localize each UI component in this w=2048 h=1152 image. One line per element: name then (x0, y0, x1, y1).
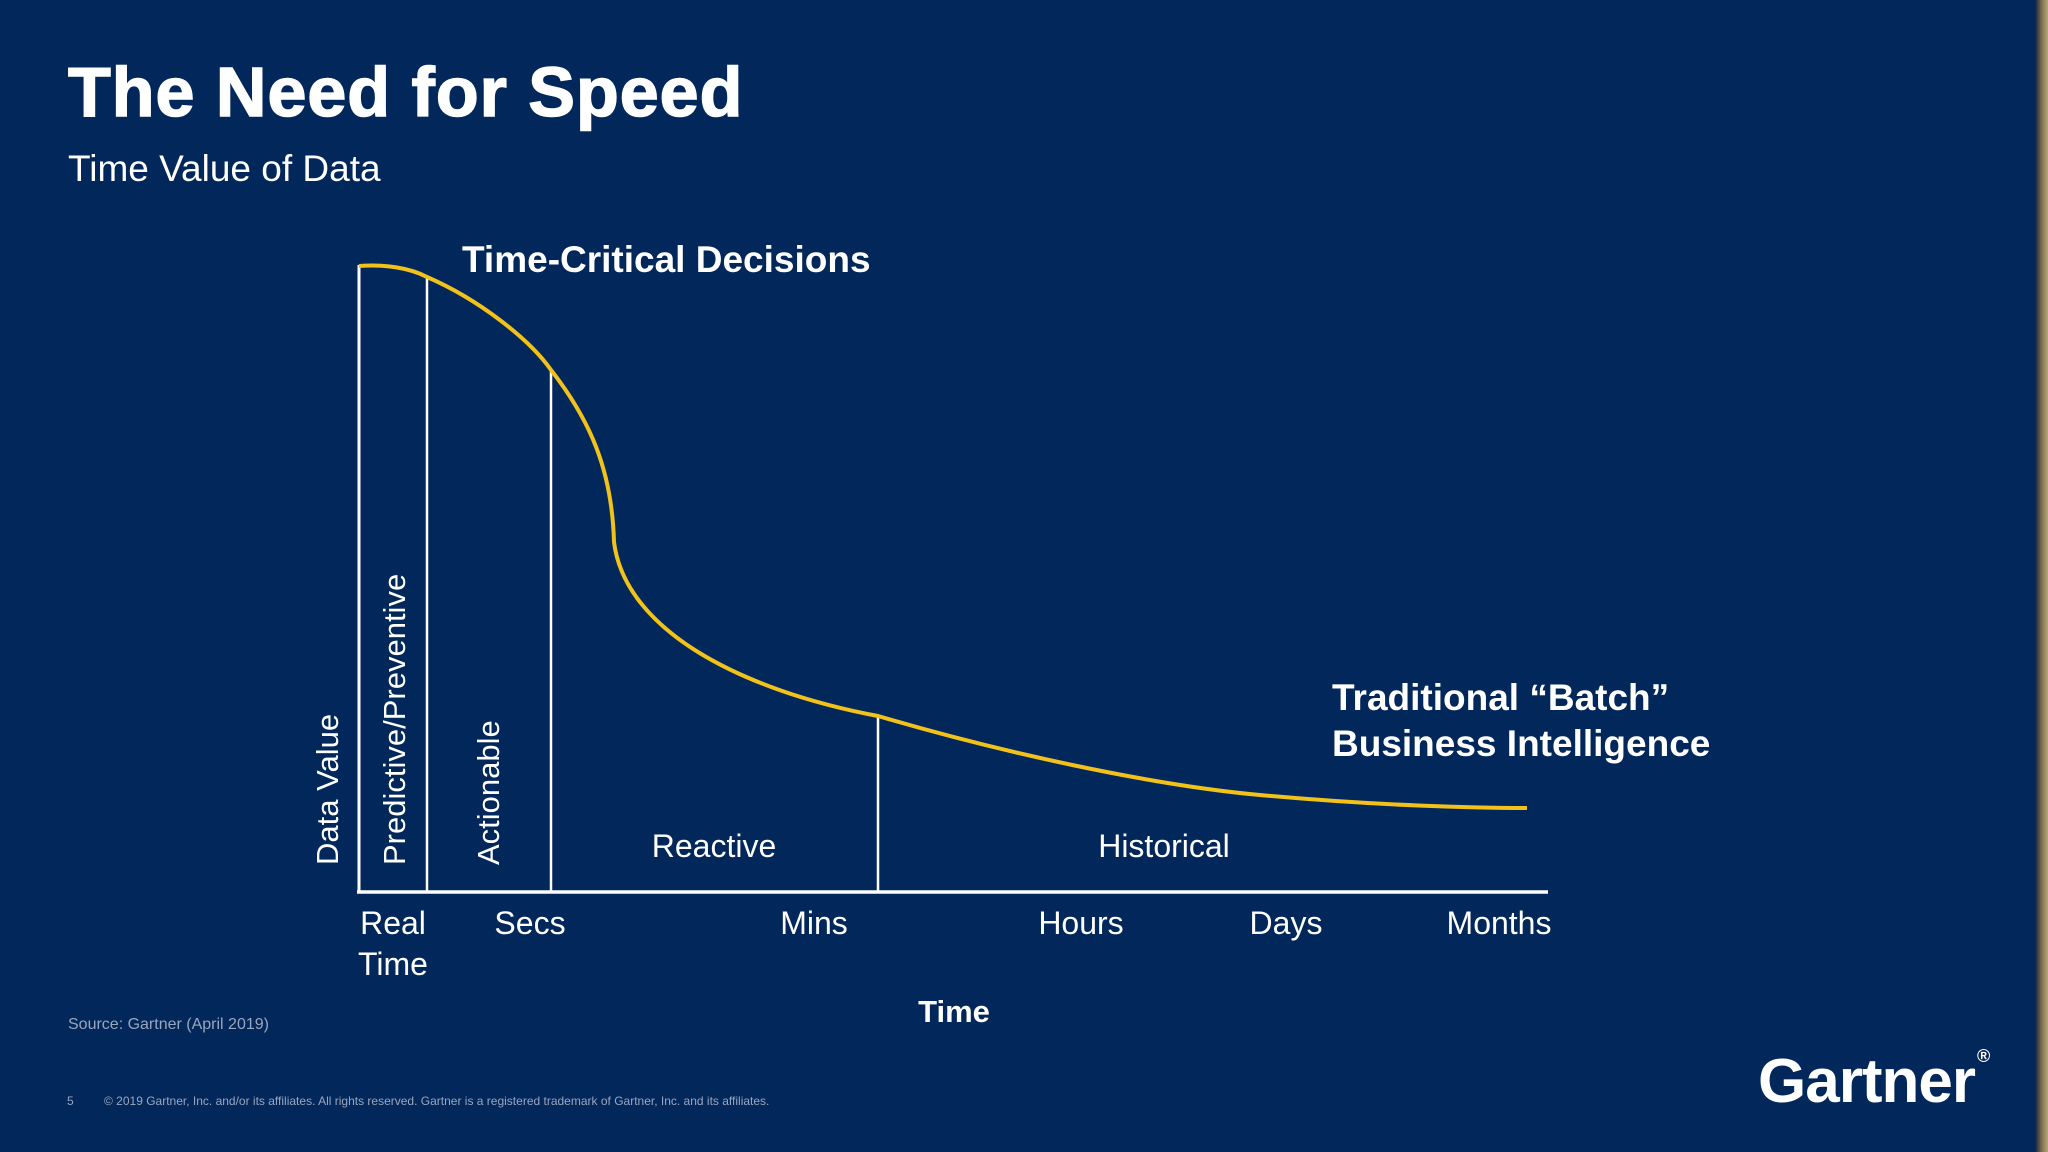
x-axis-label: Time (918, 994, 990, 1029)
zone-label-reactive: Reactive (652, 828, 777, 864)
zone-label-predictive: Predictive/Preventive (377, 574, 412, 865)
x-tick-real-time-line2: Time (358, 946, 428, 982)
x-tick-real-time: Real (360, 905, 426, 941)
value-decay-curve (358, 263, 1528, 810)
slide-subtitle: Time Value of Data (68, 148, 381, 189)
x-tick-hours: Hours (1038, 905, 1123, 941)
slide-title: The Need for Speed (67, 52, 744, 132)
logo-wordmark: Gartner (1758, 1047, 1976, 1116)
source-note: Source: Gartner (April 2019) (68, 1016, 269, 1033)
window-edge (2035, 0, 2048, 1152)
x-tick-days: Days (1250, 905, 1323, 941)
annotation-batch-line2: Business Intelligence (1332, 723, 1710, 764)
x-tick-mins: Mins (780, 905, 848, 941)
copyright-notice: © 2019 Gartner, Inc. and/or its affiliat… (104, 1094, 770, 1108)
annotation-time-critical: Time-Critical Decisions (462, 239, 871, 280)
y-axis-label: Data Value (310, 714, 345, 865)
annotation-batch-line1: Traditional “Batch” (1332, 677, 1669, 718)
x-tick-secs: Secs (494, 905, 565, 941)
registered-mark: ® (1976, 1046, 1990, 1066)
zone-label-actionable: Actionable (471, 720, 506, 865)
zone-label-historical: Historical (1098, 828, 1230, 864)
x-tick-months: Months (1447, 905, 1552, 941)
page-number: 5 (67, 1094, 74, 1108)
gartner-logo: Gartner ® (1758, 1046, 1990, 1117)
